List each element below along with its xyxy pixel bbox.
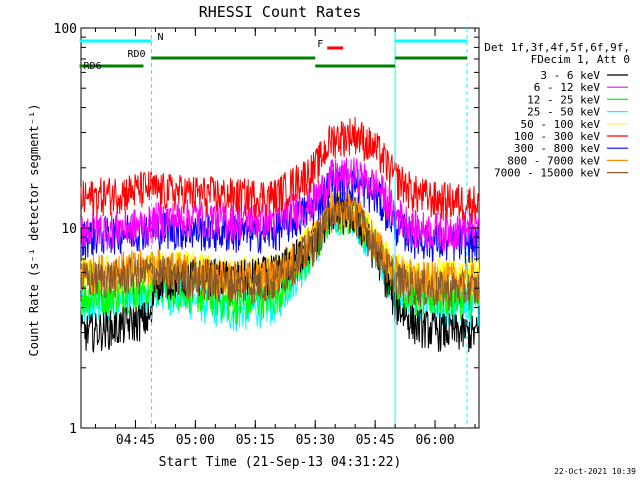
legend-label: 100 - 300 keV [514,130,600,143]
annotation-label: N [157,32,163,43]
x-tick-label: 05:00 [176,433,215,448]
vline-layer [150,28,468,428]
legend-label: 7000 - 15000 keV [494,167,600,180]
x-tick-label: 04:45 [116,433,155,448]
legend-header-line-2: FDecim 1, Att 0 [531,53,630,66]
legend-label: 50 - 100 keV [521,118,601,131]
y-tick-label: 100 [54,22,77,37]
legend-label: 12 - 25 keV [527,93,600,106]
x-tick-label: 06:00 [415,433,454,448]
y-tick-label: 1 [69,422,77,437]
legend-header-line-1: Det 1f,3f,4f,5f,6f,9f, [484,41,630,54]
annotation-label: RD6 [84,61,102,72]
y-tick-label: 10 [61,222,77,237]
series-line [80,193,480,310]
legend-label: 800 - 7000 keV [507,154,600,167]
attenuator-bars: N RD0 RD6 F [79,32,468,72]
footer-date: 22-Oct-2021 10:39 [554,467,636,476]
y-axis: 1 10 100 [54,22,479,437]
legend: Det 1f,3f,4f,5f,6f,9f, FDecim 1, Att 0 3… [484,41,630,180]
series-line [80,157,480,252]
y-axis-label: Count Rate (s⁻¹ detector segment⁻¹) [27,104,41,357]
x-tick-label: 05:15 [236,433,275,448]
x-axis-label: Start Time (21-Sep-13 04:31:22) [159,455,402,470]
annotation-label: F [317,39,323,50]
series-line [80,116,480,225]
legend-label: 25 - 50 keV [527,106,600,119]
chart-title: RHESSI Count Rates [199,3,362,21]
legend-label: 300 - 800 keV [514,142,600,155]
x-tick-label: 05:45 [356,433,395,448]
legend-label: 6 - 12 keV [534,81,601,94]
series-layer [80,116,480,353]
annotation-label: RD0 [127,49,145,60]
legend-label: 3 - 6 keV [540,69,600,82]
x-axis: 04:45 05:00 05:15 05:30 05:45 06:00 [95,28,476,448]
x-tick-label: 05:30 [296,433,335,448]
